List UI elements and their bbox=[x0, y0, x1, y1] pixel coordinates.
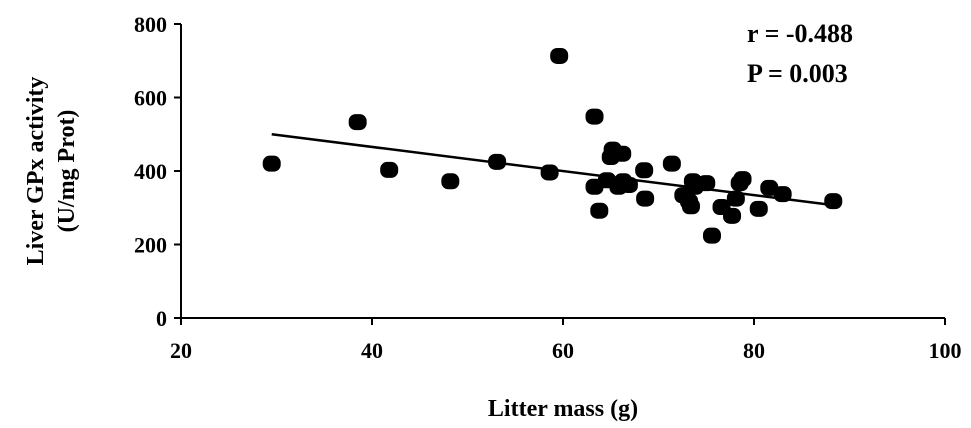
data-point bbox=[662, 155, 681, 172]
chart-text: r = -0.488 P = 0.003 Litter mass (g) Liv… bbox=[23, 19, 853, 422]
correlation-annotation: r = -0.488 bbox=[747, 19, 853, 48]
y-tick-label: 200 bbox=[134, 233, 167, 258]
x-tick-label: 60 bbox=[552, 338, 574, 363]
y-tick-label: 800 bbox=[134, 12, 167, 37]
x-axis-title: Litter mass (g) bbox=[488, 396, 638, 422]
data-point bbox=[723, 207, 742, 224]
data-point bbox=[726, 190, 745, 207]
data-point bbox=[590, 202, 609, 219]
data-point bbox=[773, 186, 792, 203]
y-tick-label: 400 bbox=[134, 159, 167, 184]
data-point bbox=[733, 171, 752, 188]
p-value-annotation: P = 0.003 bbox=[747, 59, 848, 88]
data-point bbox=[380, 161, 399, 178]
y-axis-title-line2: (U/mg Prot) bbox=[54, 110, 80, 233]
data-point bbox=[441, 173, 460, 190]
data-point bbox=[550, 47, 569, 64]
data-point bbox=[636, 190, 655, 207]
data-points bbox=[262, 47, 843, 244]
data-point bbox=[702, 227, 721, 244]
data-point bbox=[585, 108, 604, 125]
x-tick-label: 40 bbox=[361, 338, 383, 363]
data-point bbox=[635, 162, 654, 179]
axes: 0 200 400 600 800 20 40 60 80 100 bbox=[134, 12, 962, 363]
x-tick-label: 20 bbox=[170, 338, 192, 363]
data-point bbox=[613, 145, 632, 162]
y-tick-label: 600 bbox=[134, 86, 167, 111]
data-point bbox=[697, 175, 716, 192]
y-tick-label: 0 bbox=[156, 306, 167, 331]
data-point bbox=[262, 155, 281, 172]
data-point bbox=[488, 153, 507, 170]
data-point bbox=[348, 114, 367, 131]
data-point bbox=[749, 200, 768, 217]
data-point bbox=[540, 164, 559, 181]
data-point bbox=[824, 193, 843, 210]
data-point bbox=[619, 176, 638, 193]
data-point bbox=[681, 198, 700, 215]
x-tick-label: 80 bbox=[743, 338, 765, 363]
x-tick-label: 100 bbox=[929, 338, 962, 363]
y-axis-title-line1: Liver GPx activity bbox=[23, 77, 49, 266]
